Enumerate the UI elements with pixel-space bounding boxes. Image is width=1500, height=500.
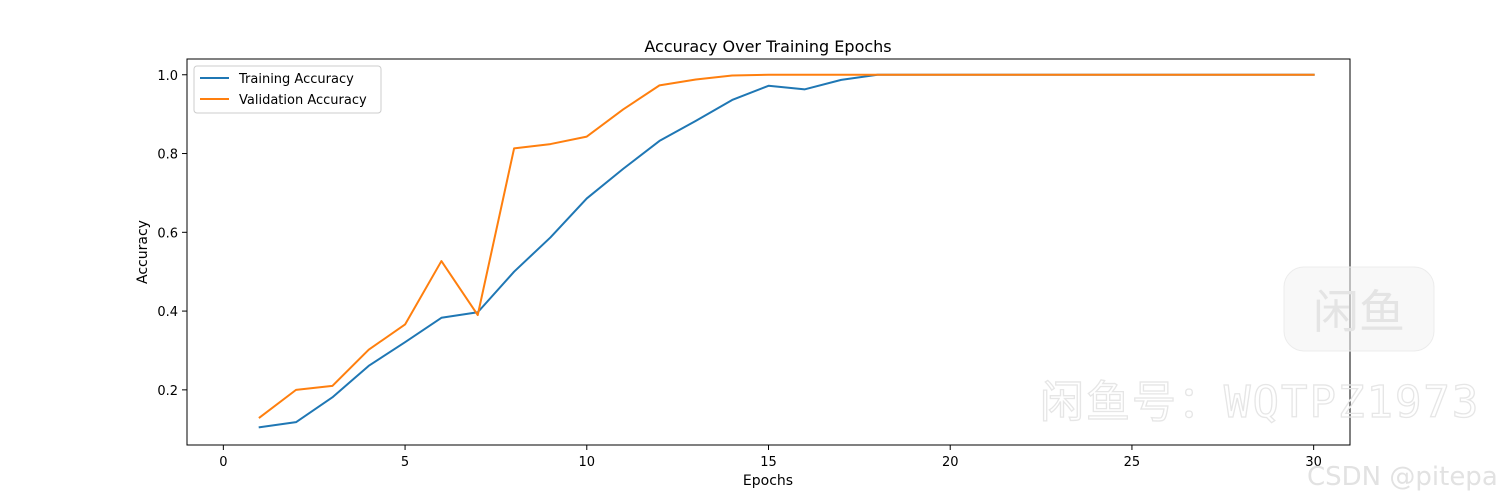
x-axis-label: Epochs (743, 473, 793, 489)
chart-title: Accuracy Over Training Epochs (644, 37, 891, 56)
y-tick-label: 1.0 (157, 69, 178, 84)
x-tick-label: 15 (760, 455, 777, 470)
series-line-validation-accuracy (258, 73, 1315, 419)
x-tick-label: 20 (942, 455, 959, 470)
watermark-csdn-text: CSDN @pitepa (1307, 462, 1498, 492)
x-tick-label: 30 (1305, 455, 1322, 470)
x-tick-label: 0 (219, 455, 227, 470)
y-tick-label: 0.6 (157, 226, 178, 241)
x-tick-label: 25 (1124, 455, 1141, 470)
legend-label-training: Training Accuracy (238, 72, 354, 87)
x-axis: 0 5 10 15 20 25 30 (219, 445, 1322, 470)
watermark-badge-text: 闲鱼 (1313, 285, 1405, 339)
series-layer (258, 73, 1315, 429)
x-tick-label: 5 (401, 455, 409, 470)
legend-label-validation: Validation Accuracy (239, 93, 367, 108)
x-tick-label: 10 (579, 455, 596, 470)
y-axis-label: Accuracy (135, 220, 151, 284)
legend-box (193, 65, 382, 114)
y-tick-label: 0.4 (157, 305, 178, 320)
watermark-badge-bg (1283, 266, 1435, 352)
watermark-id-text: 闲鱼号：WQTPZ1973 (1040, 377, 1480, 428)
y-tick-label: 0.8 (157, 148, 178, 163)
y-tick-label: 0.2 (157, 384, 178, 399)
legend: Training Accuracy Validation Accuracy (193, 65, 382, 114)
y-axis: 0.2 0.4 0.6 0.8 1.0 (157, 69, 187, 399)
xianyu-watermark-badge: 闲鱼 (1283, 266, 1435, 352)
